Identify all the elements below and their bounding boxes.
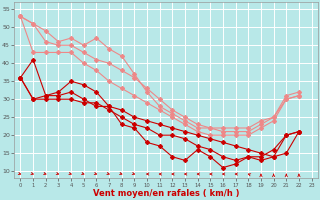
X-axis label: Vent moyen/en rafales ( km/h ): Vent moyen/en rafales ( km/h ) — [93, 189, 239, 198]
